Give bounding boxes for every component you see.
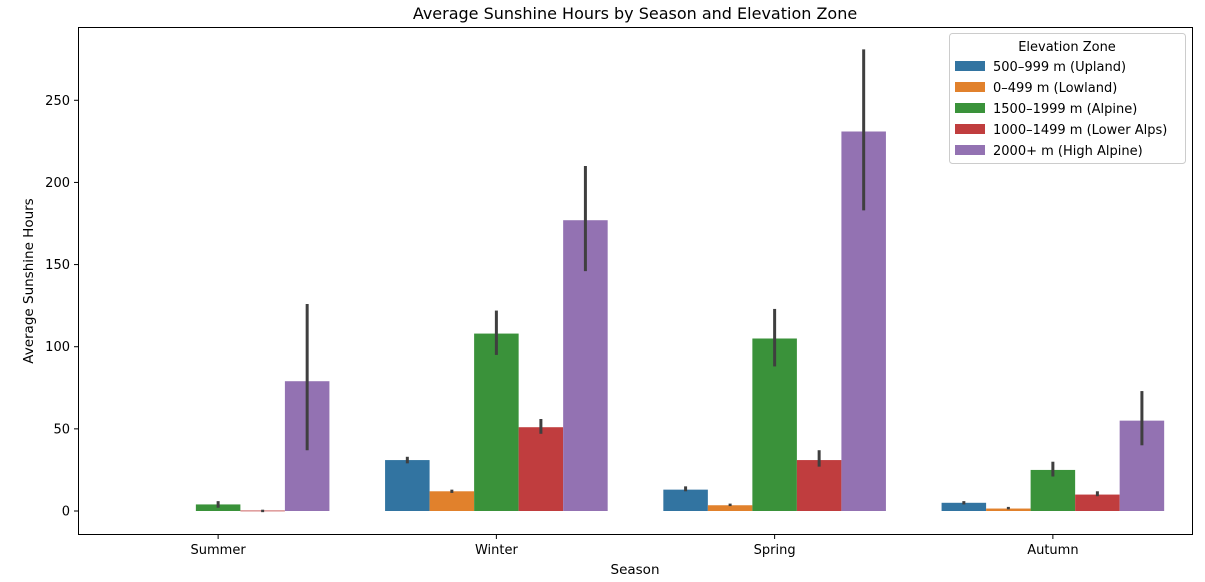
bar xyxy=(986,508,1031,511)
legend-swatch xyxy=(955,82,985,92)
y-tick-label: 200 xyxy=(45,176,70,191)
bar xyxy=(707,505,753,511)
bar xyxy=(1075,494,1120,511)
y-axis: 0 50 100 150 200 250 xyxy=(45,94,79,520)
x-tick-label: Winter xyxy=(475,543,519,558)
y-tick-label: 250 xyxy=(45,94,70,109)
bar xyxy=(663,489,708,511)
legend-label: 0–499 m (Lowland) xyxy=(993,81,1117,96)
legend-box xyxy=(949,33,1186,164)
bar xyxy=(474,333,519,511)
legend: Elevation Zone 500–999 m (Upland) 0–499 m… xyxy=(949,33,1186,164)
plot-frame xyxy=(78,27,1193,535)
bar xyxy=(941,502,987,511)
legend-label: 1500–1999 m (Alpine) xyxy=(993,102,1137,117)
legend-label: 2000+ m (High Alpine) xyxy=(993,144,1143,159)
error-bars-layer xyxy=(216,49,1144,513)
legend-swatch xyxy=(955,124,985,134)
x-tick-label: Summer xyxy=(191,543,247,558)
bar xyxy=(518,427,564,511)
legend-title: Elevation Zone xyxy=(1018,40,1116,55)
legend-swatch xyxy=(955,61,985,71)
legend-label: 500–999 m (Upland) xyxy=(993,60,1126,75)
bar xyxy=(752,338,797,511)
chart-title: Average Sunshine Hours by Season and Ele… xyxy=(413,4,857,23)
y-tick-label: 150 xyxy=(45,258,70,273)
legend-swatch xyxy=(955,145,985,155)
bar xyxy=(385,460,430,511)
y-tick-label: 100 xyxy=(45,340,70,355)
bars-layer xyxy=(195,131,1165,512)
bar xyxy=(429,491,475,511)
y-tick-label: 0 xyxy=(62,505,70,520)
y-tick-label: 50 xyxy=(53,422,70,437)
bar xyxy=(1030,469,1076,511)
legend-swatch xyxy=(955,103,985,113)
bar xyxy=(796,460,842,511)
bar xyxy=(195,504,241,511)
y-axis-label: Average Sunshine Hours xyxy=(21,198,37,363)
x-tick-label: Spring xyxy=(754,543,796,558)
x-tick-label: Autumn xyxy=(1027,543,1078,558)
x-axis: Summer Winter Spring Autumn xyxy=(191,534,1079,558)
legend-label: 1000–1499 m (Lower Alps) xyxy=(993,123,1167,138)
x-axis-label: Season xyxy=(611,562,660,578)
